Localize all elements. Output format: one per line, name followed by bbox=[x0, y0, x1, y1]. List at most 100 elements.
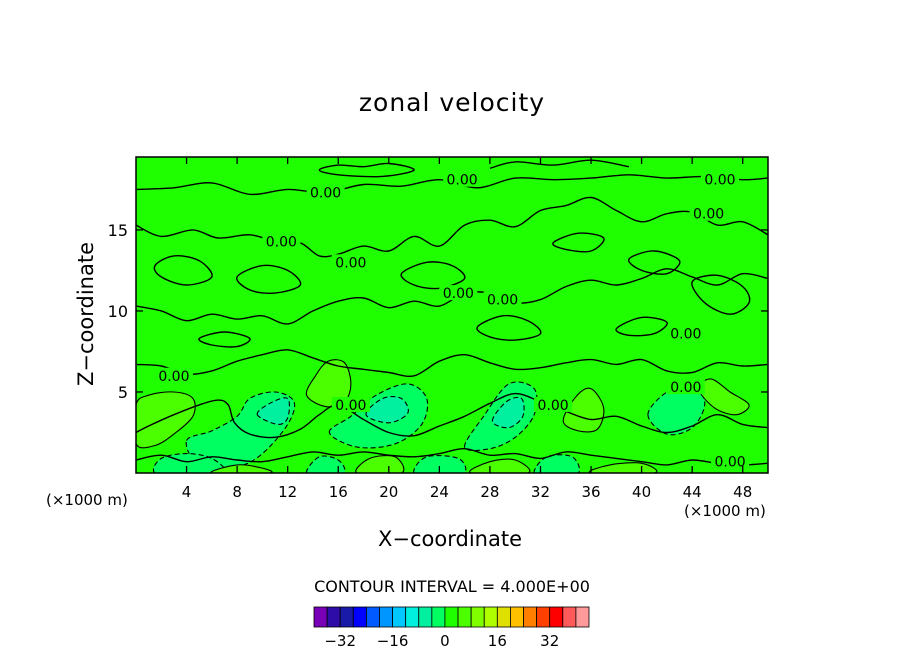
contour-line-2 bbox=[136, 349, 768, 377]
contour-region-15 bbox=[210, 464, 273, 473]
contour-line-layer bbox=[136, 159, 768, 466]
contour-line-11 bbox=[615, 316, 668, 337]
colorbar-tick-label-1: −16 bbox=[377, 632, 409, 650]
contour-label-12: 0.00 bbox=[538, 398, 569, 414]
colorbar-swatch-8 bbox=[418, 606, 433, 628]
contour-region-6 bbox=[647, 382, 706, 436]
y-tick-label-0: 5 bbox=[118, 383, 128, 402]
contour-line-6 bbox=[489, 159, 630, 169]
colorbar-tick-label-3: 16 bbox=[488, 632, 507, 650]
contour-label-bg-13 bbox=[711, 453, 750, 469]
x-tick-label-11: 48 bbox=[733, 483, 752, 501]
contour-label-9: 0.00 bbox=[158, 369, 189, 385]
contour-label-0: 0.00 bbox=[447, 173, 478, 189]
x-tick-label-4: 20 bbox=[379, 483, 398, 501]
colorbar-swatch-13 bbox=[483, 606, 498, 628]
x-tick-label-2: 12 bbox=[278, 483, 297, 501]
contour-region-18 bbox=[588, 462, 658, 473]
y-tick-label-2: 15 bbox=[108, 221, 128, 240]
colorbar-swatch-6 bbox=[392, 606, 407, 628]
colorbar-tick-label-0: −32 bbox=[324, 632, 356, 650]
contour-line-10 bbox=[691, 274, 751, 315]
chart-title: zonal velocity bbox=[358, 88, 546, 117]
contour-label-8: 0.00 bbox=[670, 327, 701, 343]
x-tick-label-5: 24 bbox=[430, 483, 449, 501]
contour-label-11: 0.00 bbox=[670, 380, 701, 396]
contour-region-11 bbox=[136, 391, 196, 449]
plot-frame bbox=[135, 156, 769, 474]
colorbar-swatch-4 bbox=[365, 606, 380, 628]
x-tick-label-8: 36 bbox=[581, 483, 600, 501]
contour-line-5 bbox=[136, 447, 768, 466]
x-tick-label-7: 32 bbox=[531, 483, 550, 501]
contour-line-13 bbox=[236, 264, 302, 295]
colorbar-swatch-18 bbox=[549, 606, 564, 628]
x-tick-label-3: 16 bbox=[329, 483, 348, 501]
contour-label-3: 0.00 bbox=[693, 207, 724, 223]
contour-label-bg-1 bbox=[700, 171, 739, 187]
contour-label-bg-9 bbox=[154, 367, 193, 383]
contour-line-9 bbox=[627, 250, 681, 275]
contour-region-16 bbox=[355, 454, 405, 473]
colorbar-swatch-0 bbox=[313, 606, 328, 628]
colorbar-swatch-15 bbox=[510, 606, 524, 628]
colorbar-swatch-17 bbox=[536, 606, 551, 628]
contour-region-7 bbox=[152, 453, 226, 473]
colorbar-swatch-2 bbox=[339, 606, 354, 628]
contour-label-bg-10 bbox=[331, 396, 370, 412]
colorbar-swatch-20 bbox=[575, 606, 590, 628]
contour-fill-layer bbox=[136, 359, 750, 473]
contour-label-2: 0.00 bbox=[310, 186, 341, 202]
x-tick-label-1: 8 bbox=[232, 483, 242, 501]
contour-region-9 bbox=[413, 454, 467, 473]
contour-label-13: 0.00 bbox=[714, 455, 745, 471]
contour-label-bg-4 bbox=[262, 233, 301, 249]
colorbar-swatch-9 bbox=[431, 606, 446, 628]
contour-label-bg-12 bbox=[534, 396, 573, 412]
x-unit-note-right: (×1000 m) bbox=[684, 502, 766, 520]
contour-region-14 bbox=[697, 378, 750, 416]
x-axis-label: X−coordinate bbox=[378, 527, 522, 551]
contour-line-0 bbox=[136, 196, 768, 258]
contour-label-5: 0.00 bbox=[335, 255, 366, 271]
contour-label-bg-0 bbox=[443, 171, 482, 187]
colorbar: −32 −16 0 16 32 bbox=[313, 606, 590, 650]
colorbar-tick-label-4: 32 bbox=[540, 632, 559, 650]
contour-region-5 bbox=[491, 396, 525, 429]
contour-line-7 bbox=[318, 162, 415, 178]
colorbar-swatch-16 bbox=[523, 606, 538, 628]
contour-line-16 bbox=[552, 232, 605, 253]
colorbar-swatch-11 bbox=[457, 606, 472, 628]
contour-line-12 bbox=[400, 261, 466, 290]
contour-line-8 bbox=[153, 255, 213, 286]
y-tick-label-1: 10 bbox=[108, 302, 128, 321]
contour-label-bg-8 bbox=[666, 325, 705, 341]
x-tick-label-9: 40 bbox=[632, 483, 651, 501]
contour-label-1: 0.00 bbox=[704, 173, 735, 189]
x-tick-label-10: 44 bbox=[683, 483, 702, 501]
colorbar-swatch-1 bbox=[326, 606, 341, 628]
x-tick-label-0: 4 bbox=[182, 483, 192, 501]
colorbar-swatch-14 bbox=[496, 606, 511, 628]
contour-line-4 bbox=[136, 392, 768, 439]
contour-label-bg-2 bbox=[306, 184, 345, 200]
contour-label-bg-11 bbox=[666, 379, 705, 395]
contour-region-3 bbox=[365, 396, 409, 424]
contour-label-4: 0.00 bbox=[266, 234, 297, 250]
contour-region-8 bbox=[306, 455, 346, 473]
x-unit-note-left: (×1000 m) bbox=[46, 491, 128, 509]
contour-label-7: 0.00 bbox=[487, 293, 518, 309]
contour-region-12 bbox=[305, 359, 352, 408]
colorbar-tick-label-2: 0 bbox=[440, 632, 450, 650]
y-axis-label: Z−coordinate bbox=[74, 242, 98, 386]
colorbar-swatch-10 bbox=[444, 606, 459, 628]
colorbar-swatch-5 bbox=[379, 606, 393, 628]
x-tick-label-6: 28 bbox=[480, 483, 499, 501]
contour-label-bg-5 bbox=[331, 254, 370, 270]
contour-region-13 bbox=[562, 387, 605, 433]
colorbar-swatch-19 bbox=[562, 606, 577, 628]
contour-label-10: 0.00 bbox=[335, 398, 366, 414]
contour-interval-text: CONTOUR INTERVAL = 4.000E+00 bbox=[314, 577, 590, 596]
